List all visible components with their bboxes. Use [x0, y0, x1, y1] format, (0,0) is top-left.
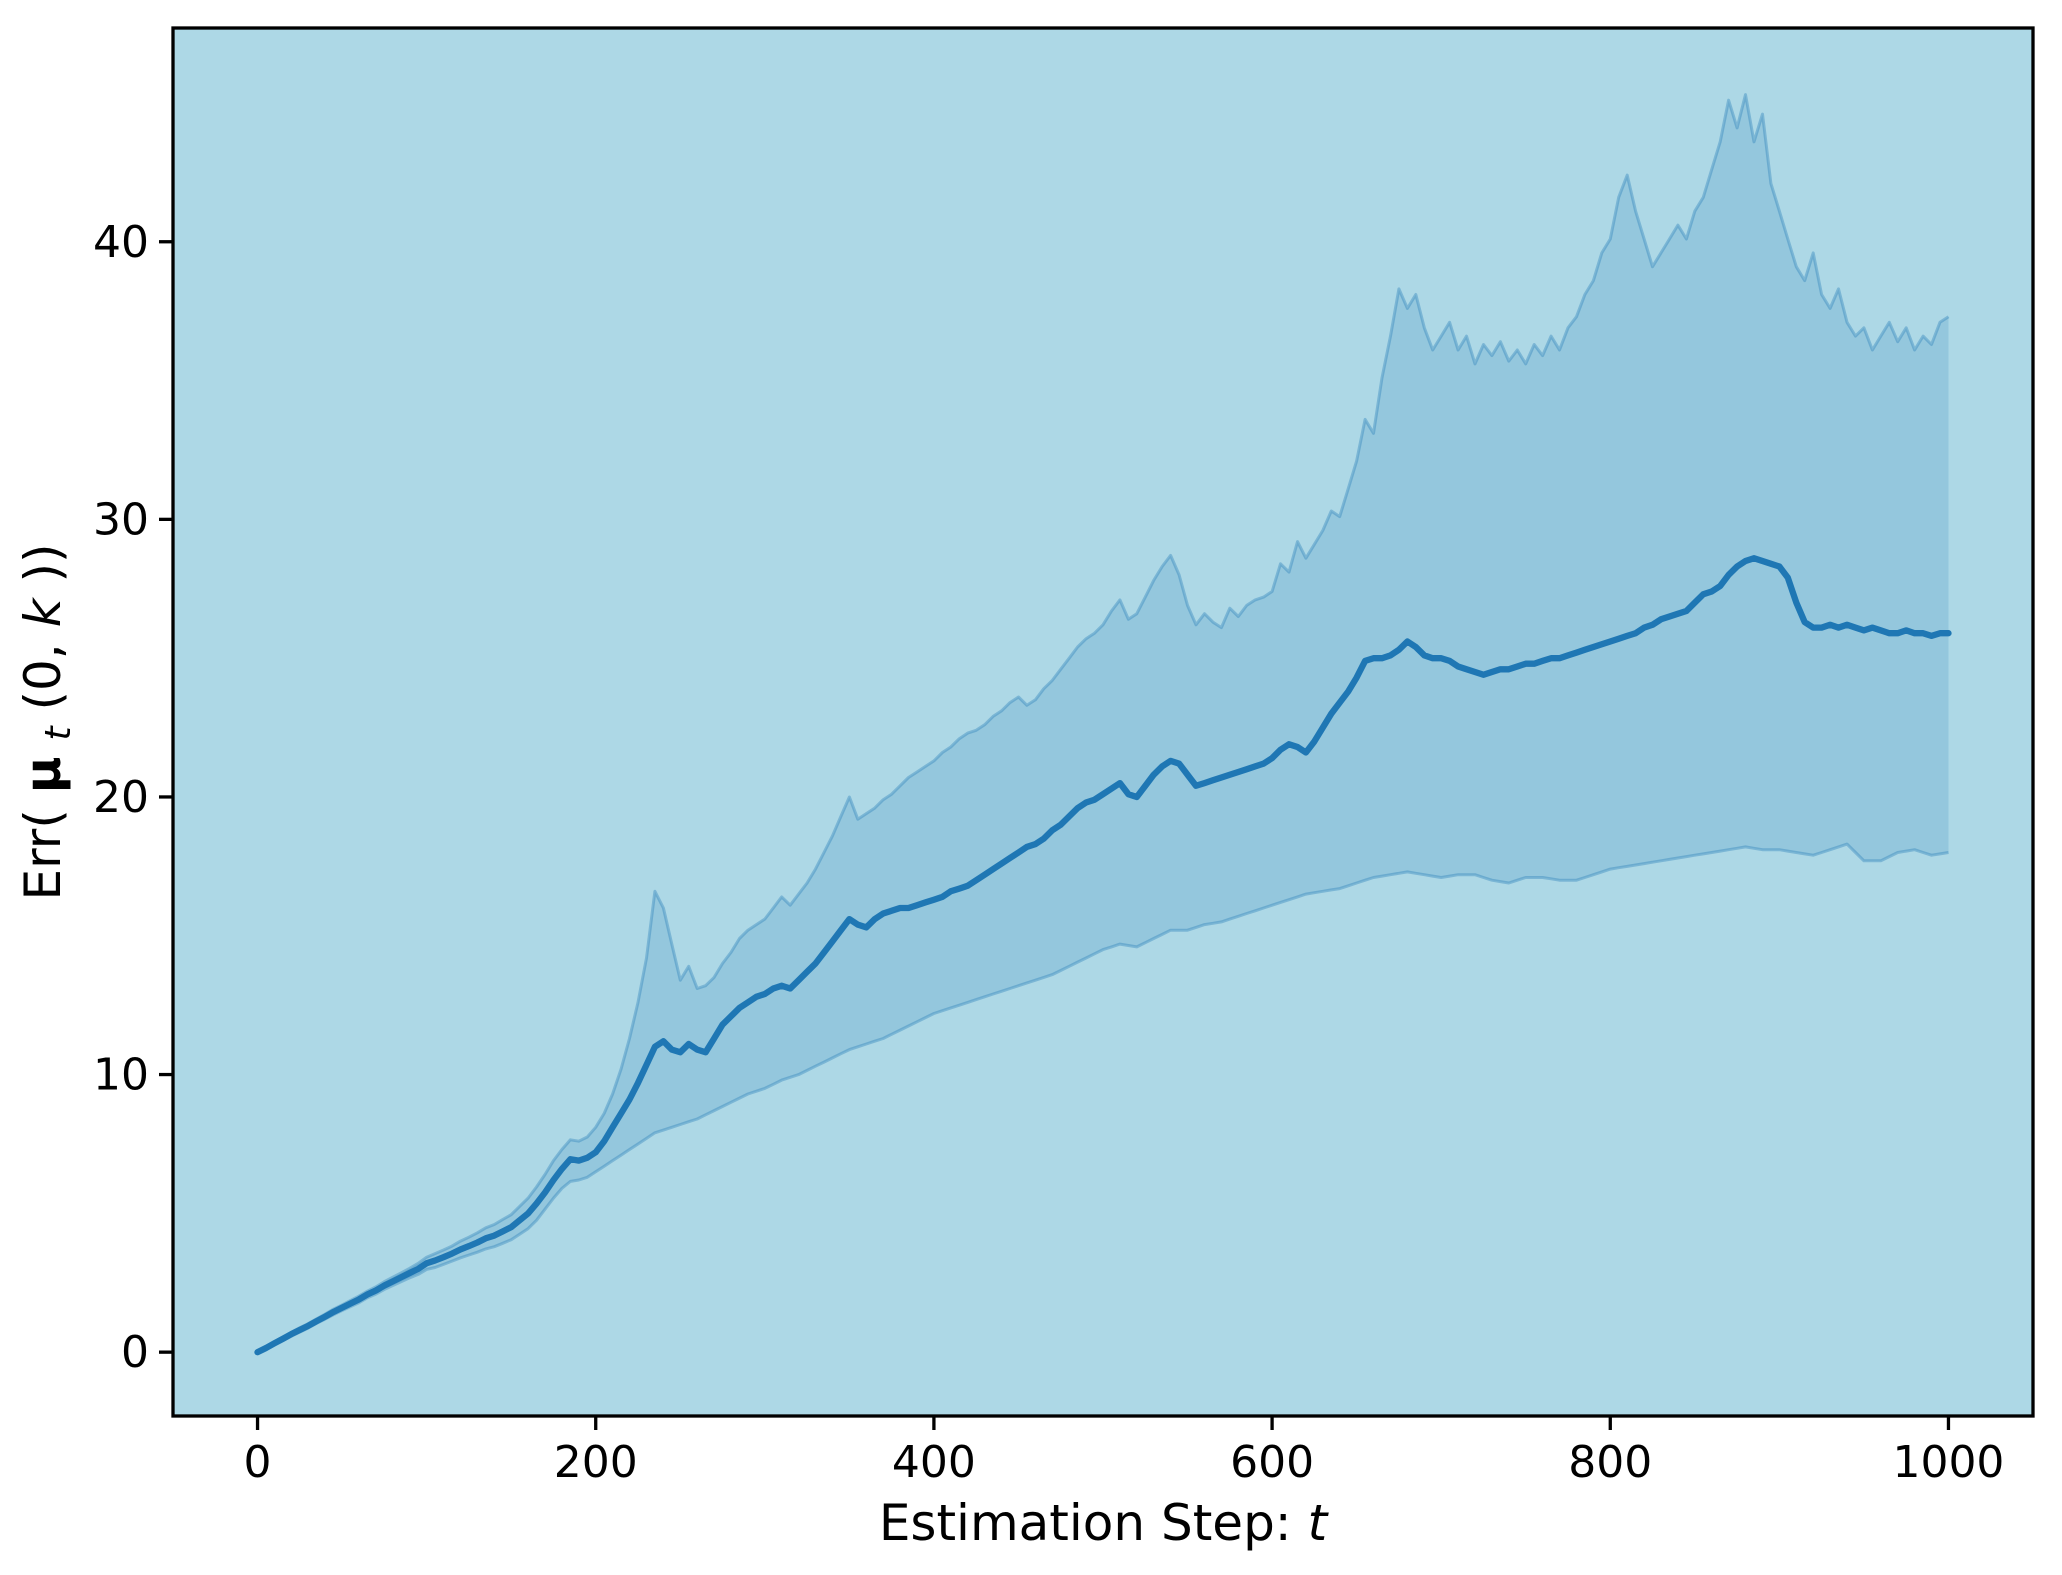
- x-axis-ticks: [255, 1416, 1951, 1430]
- y-tick-label: 20: [93, 772, 149, 823]
- x-tick-label: 1000: [1892, 1437, 2004, 1488]
- y-axis-label: Err( μ t (0, k )): [14, 544, 82, 901]
- y-axis-label-mid: (0,: [14, 627, 72, 710]
- y-tick-label: 10: [93, 1050, 149, 1101]
- plot-background: [173, 28, 2033, 1416]
- confidence-band-group: [256, 93, 1950, 1355]
- y-axis-label-subscript-t: t: [38, 725, 79, 741]
- x-tick-label: 0: [244, 1437, 272, 1488]
- axes-frame: [171, 26, 2035, 1418]
- y-axis-ticks: [159, 240, 173, 1354]
- band-upper-edge-line: [256, 93, 1950, 1353]
- y-tick-label: 40: [93, 217, 149, 268]
- mean-error-line: [254, 555, 1952, 1356]
- y-axis-label-suffix: )): [14, 544, 72, 583]
- x-tick-label: 400: [892, 1437, 976, 1488]
- x-axis-label-variable: t: [1308, 1494, 1330, 1552]
- y-axis-label-mu: μ: [14, 756, 72, 793]
- y-tick-label: 0: [121, 1327, 149, 1378]
- x-tick-label: 600: [1230, 1437, 1314, 1488]
- x-tick-label: 800: [1568, 1437, 1652, 1488]
- y-axis-tick-labels: 0 10 20 30 40: [93, 217, 149, 1378]
- x-axis-label: Estimation Step: t: [879, 1494, 1330, 1552]
- y-tick-label: 30: [93, 494, 149, 545]
- band-lower-edge-line: [256, 842, 1949, 1355]
- x-tick-label: 200: [554, 1437, 638, 1488]
- x-axis-label-text: Estimation Step:: [879, 1494, 1308, 1552]
- confidence-band: [257, 94, 1949, 1354]
- y-axis-label-k: k: [14, 596, 72, 627]
- x-axis-tick-labels: 0 200 400 600 800 1000: [244, 1437, 2005, 1488]
- y-axis-label-prefix: Err(: [14, 809, 72, 900]
